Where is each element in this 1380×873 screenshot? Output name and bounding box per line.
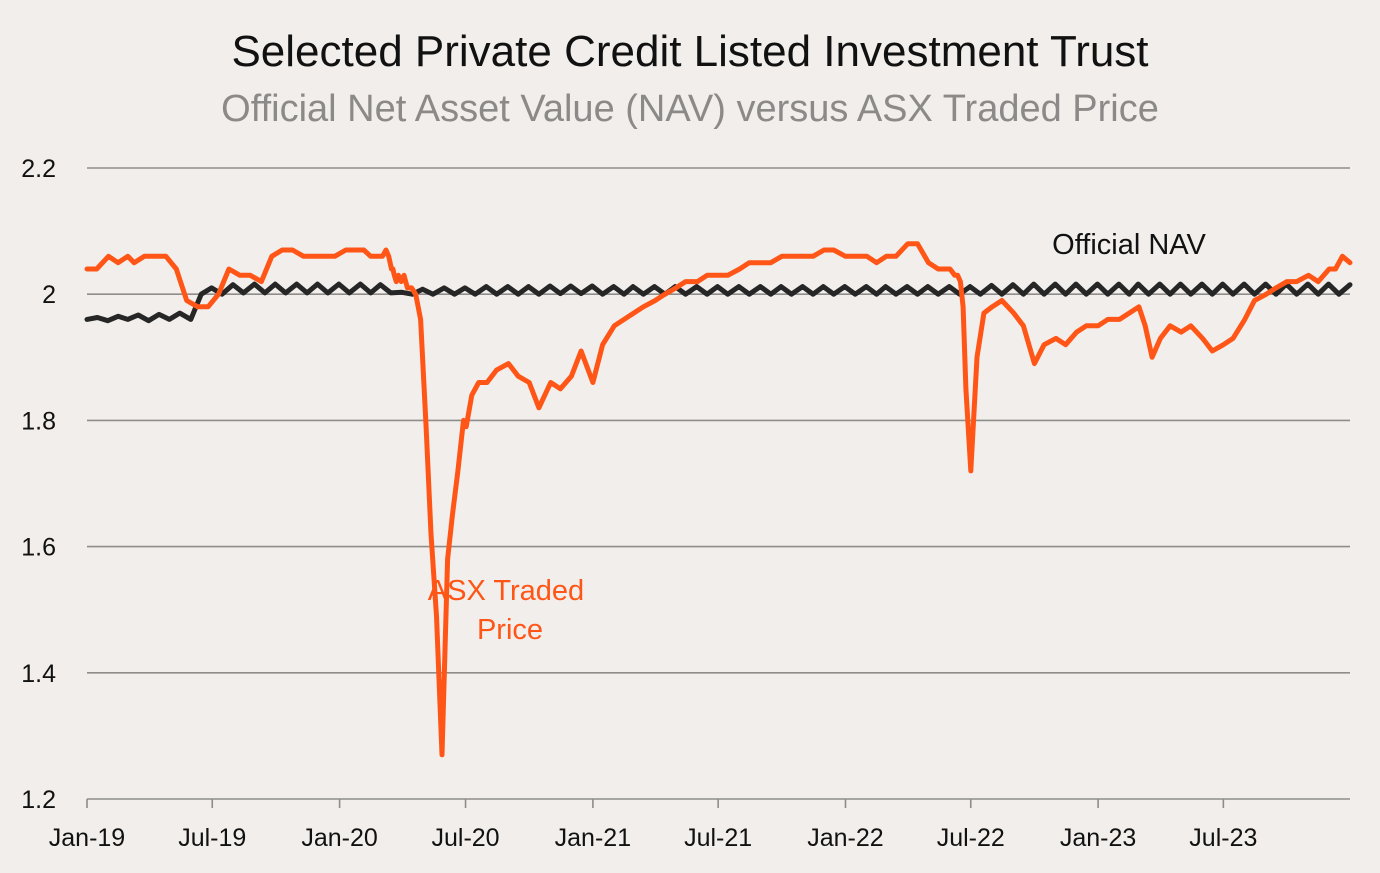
x-tick-label: Jan-22 xyxy=(807,824,883,852)
chart-subtitle: Official Net Asset Value (NAV) versus AS… xyxy=(221,88,1159,130)
annotation-official-nav: Official NAV xyxy=(1052,229,1206,261)
y-tick-label: 2 xyxy=(42,281,56,309)
x-axis-ticks: Jan-19 Jul-19 Jan-20 Jul-20 Jan-21 Jul-21 Jan-… xyxy=(49,799,1257,852)
annotation-asx-traded-price: ASX Traded Price xyxy=(428,575,592,646)
x-tick-label: Jan-20 xyxy=(301,824,377,852)
chart-title: Selected Private Credit Listed Investmen… xyxy=(231,27,1148,76)
x-tick-label: Jul-20 xyxy=(432,824,500,852)
y-axis-ticks: 1.2 1.4 1.6 1.8 2 2.2 xyxy=(21,155,56,814)
x-tick-label: Jul-22 xyxy=(937,824,1005,852)
x-tick-label: Jul-21 xyxy=(684,824,752,852)
series-line-asx-traded-price xyxy=(84,241,1353,758)
series-group xyxy=(84,241,1353,758)
y-tick-label: 1.4 xyxy=(21,660,56,688)
grid-lines xyxy=(87,167,1350,674)
x-tick-label: Jul-23 xyxy=(1189,824,1257,852)
series-line-official-nav xyxy=(84,281,1353,324)
x-tick-label: Jan-21 xyxy=(555,824,631,852)
y-tick-label: 2.2 xyxy=(21,155,56,183)
x-tick-label: Jan-19 xyxy=(49,824,125,852)
x-tick-label: Jul-19 xyxy=(178,824,246,852)
y-tick-label: 1.2 xyxy=(21,786,56,814)
x-tick-label: Jan-23 xyxy=(1060,824,1136,852)
y-tick-label: 1.8 xyxy=(21,407,56,435)
y-tick-label: 1.6 xyxy=(21,534,56,562)
